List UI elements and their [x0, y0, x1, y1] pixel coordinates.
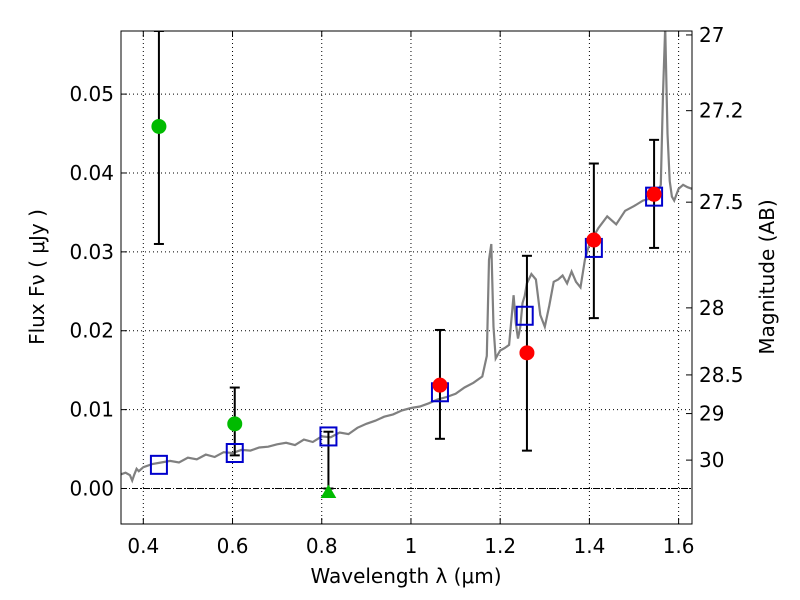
- right-tick-label: 27.2: [699, 99, 744, 123]
- plot-area: [121, 31, 692, 498]
- y-axis-label: Flux Fν ( μJy ): [25, 209, 49, 345]
- red-circle-point: [646, 186, 662, 202]
- y-tick-label: 0.00: [69, 477, 114, 501]
- x-tick-label: 1.6: [663, 534, 695, 558]
- y-tick-label: 0.04: [69, 161, 114, 185]
- red-points: [432, 186, 662, 393]
- model-square-point: [225, 443, 244, 464]
- red-circle-point: [586, 232, 602, 248]
- right-tick-label: 28.5: [699, 363, 744, 387]
- y-tick-label: 0.02: [69, 319, 114, 343]
- model-square-point: [515, 305, 534, 326]
- y-tick-label: 0.05: [69, 82, 114, 106]
- right-tick-label: 29: [699, 402, 724, 426]
- x-axis-label: Wavelength λ (μm): [310, 564, 501, 588]
- y-tick-label: 0.03: [69, 240, 114, 264]
- model-spectrum-line: [121, 31, 692, 484]
- green-triangle-point: [320, 484, 337, 498]
- right-tick-label: 27.5: [699, 190, 744, 214]
- right-axis-ticks: 27 27.2 27.5 28 28.5 29 30: [686, 23, 744, 472]
- x-axis-ticks: 0.4 0.6 0.8 1 1.2 1.4 1.6: [127, 31, 695, 558]
- model-square-point: [149, 454, 168, 475]
- right-axis-label: Magnitude (AB): [755, 199, 779, 354]
- right-tick-label: 28: [699, 296, 724, 320]
- right-tick-label: 30: [699, 448, 724, 472]
- right-tick-label: 27: [699, 23, 724, 47]
- x-tick-label: 0.4: [127, 534, 159, 558]
- x-tick-label: 1: [405, 534, 418, 558]
- y-axis-ticks: 0.00 0.01 0.02 0.03 0.04 0.05: [69, 82, 127, 501]
- model-square-point: [319, 426, 338, 447]
- plot-frame: [120, 30, 693, 525]
- red-circle-point: [519, 345, 535, 361]
- x-tick-label: 0.8: [306, 534, 338, 558]
- green-circle-point: [151, 118, 167, 134]
- green-points: [151, 118, 337, 498]
- x-tick-label: 1.2: [484, 534, 516, 558]
- y-tick-label: 0.01: [69, 398, 114, 422]
- x-tick-label: 0.6: [217, 534, 249, 558]
- x-tick-label: 1.4: [573, 534, 605, 558]
- green-circle-point: [227, 416, 243, 432]
- red-circle-point: [432, 377, 448, 393]
